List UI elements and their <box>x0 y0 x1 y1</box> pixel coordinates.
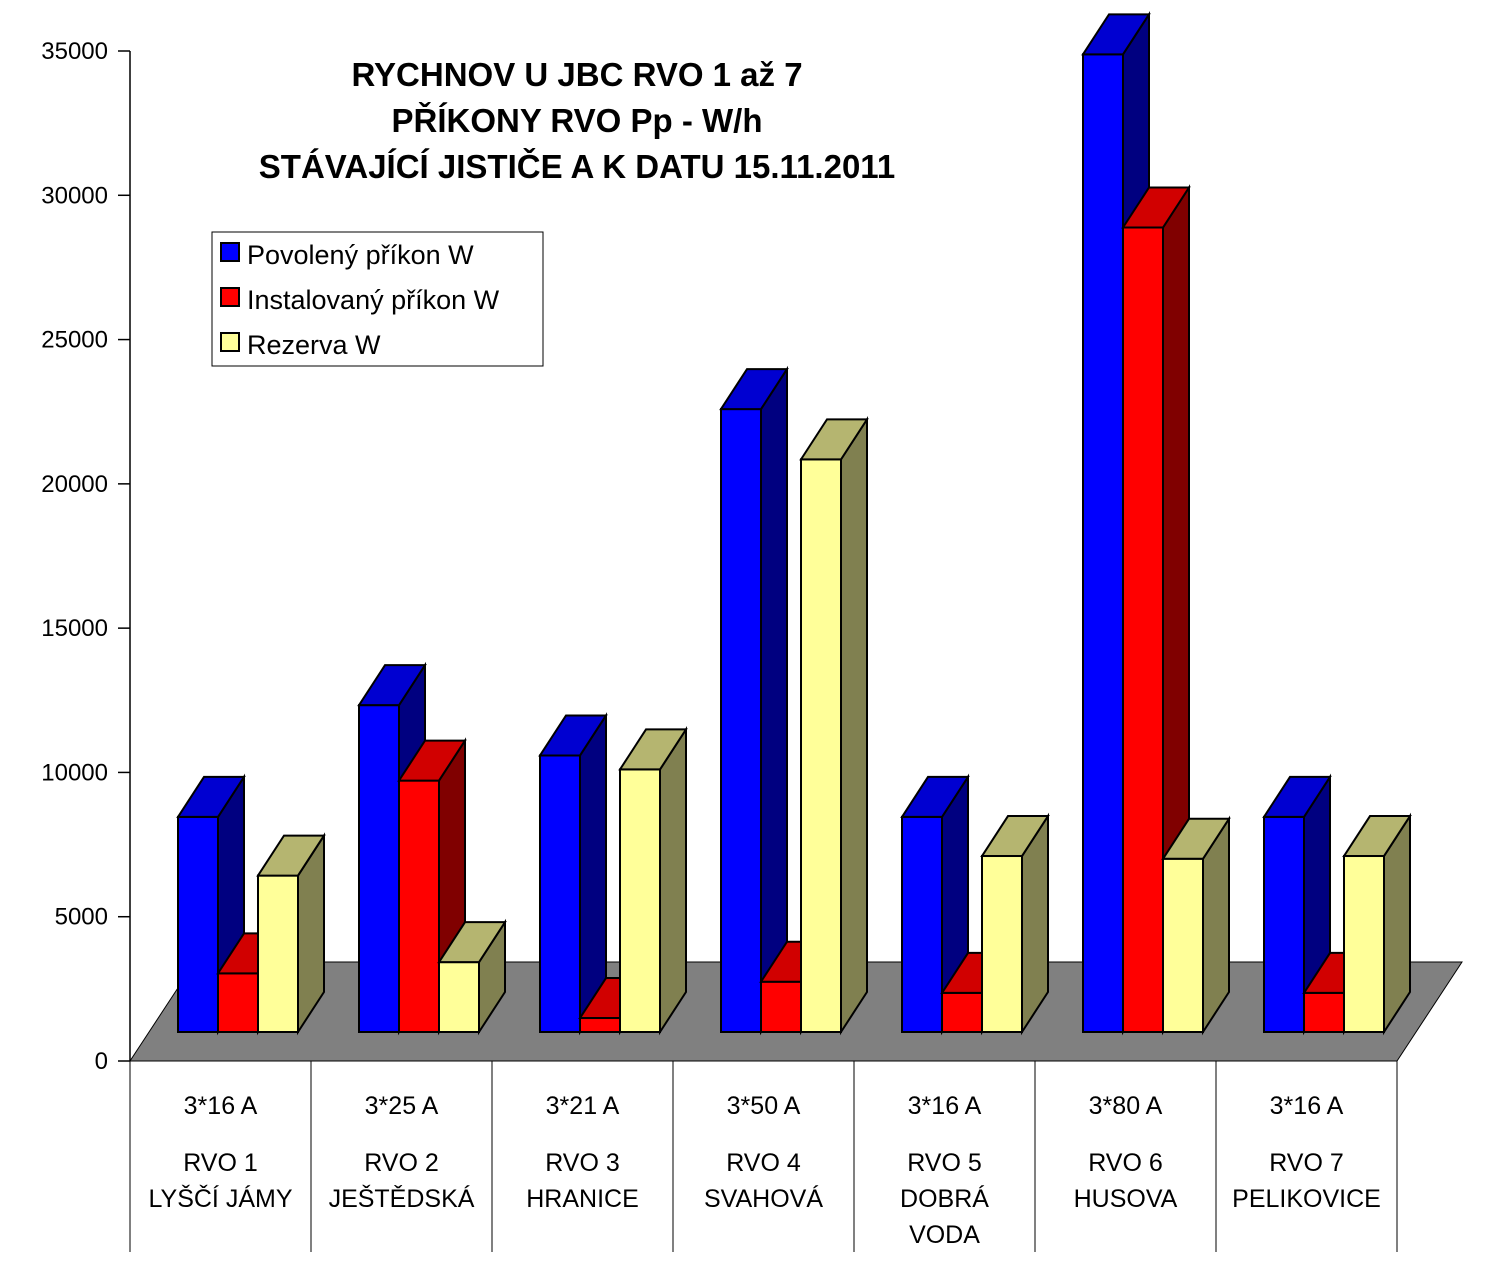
bar-front <box>217 972 259 1033</box>
bar-front <box>398 779 440 1033</box>
bar-side <box>760 365 788 1036</box>
bar-front <box>941 991 983 1034</box>
category-breaker-label: 3*16 A <box>184 1092 258 1120</box>
y-tick-label: 35000 <box>41 38 108 65</box>
chart-title: RYCHNOV U JBC RVO 1 až 7 PŘÍKONY RVO Pp -… <box>259 56 895 185</box>
bar-top <box>980 815 1050 858</box>
y-tick-label: 5000 <box>55 904 108 931</box>
category-name-label: RVO 7 <box>1269 1149 1344 1177</box>
y-axis: 0 5000 10000 15000 20000 25000 30000 35000 <box>41 38 131 1075</box>
category-name-label: HRANICE <box>526 1185 639 1213</box>
category-name-label: VODA <box>909 1221 980 1249</box>
legend-label: Rezerva W <box>247 330 381 360</box>
bar-front <box>901 815 943 1033</box>
bar <box>900 773 970 1036</box>
bar-front <box>438 961 480 1033</box>
bar-front <box>257 874 299 1034</box>
category-name-label: RVO 5 <box>907 1149 982 1177</box>
category-name-label: RVO 6 <box>1088 1149 1163 1177</box>
bar-top <box>357 664 427 707</box>
bar-top <box>1081 13 1151 56</box>
category-name-label: PELIKOVICE <box>1232 1185 1381 1213</box>
bar <box>1161 815 1231 1036</box>
bar-front <box>1082 53 1124 1033</box>
bar-front <box>579 1017 621 1033</box>
chart-title-line: STÁVAJÍCÍ JISTIČE A K DATU 15.11.2011 <box>259 147 895 185</box>
chart-title-line: RYCHNOV U JBC RVO 1 až 7 <box>351 56 802 93</box>
bar-top <box>538 714 608 757</box>
bar <box>1121 184 1191 1036</box>
category-breaker-label: 3*21 A <box>546 1092 620 1120</box>
bar <box>1342 812 1412 1036</box>
bar <box>618 726 688 1036</box>
legend: Povolený příkon W Instalovaný příkon W Rez… <box>211 231 544 367</box>
category-name-label: SVAHOVÁ <box>704 1184 823 1213</box>
bar-front <box>1122 226 1164 1033</box>
category-name-label: LYŠČÍ JÁMY <box>148 1184 292 1213</box>
bar-top <box>900 775 970 818</box>
category-breaker-label: 3*25 A <box>365 1092 439 1120</box>
category-name-label: RVO 2 <box>364 1149 439 1177</box>
legend-label: Instalovaný příkon W <box>247 285 500 315</box>
bar-side <box>659 726 687 1036</box>
bar <box>719 365 789 1036</box>
y-tick-label: 0 <box>95 1048 108 1075</box>
bar-front <box>1303 991 1345 1034</box>
bar-front <box>720 408 762 1033</box>
legend-swatch <box>220 287 240 307</box>
category-name-label: RVO 4 <box>726 1149 801 1177</box>
category-breaker-label: 3*80 A <box>1089 1092 1163 1120</box>
bar-top <box>1342 815 1412 858</box>
legend-box <box>211 231 544 367</box>
bar-top <box>176 775 246 818</box>
category-name-label: RVO 1 <box>183 1149 258 1177</box>
y-tick-label: 30000 <box>41 182 108 209</box>
bar-top <box>1121 186 1191 229</box>
category-breaker-label: 3*50 A <box>727 1092 801 1120</box>
bar <box>1262 773 1332 1036</box>
bar-front <box>1263 815 1305 1033</box>
category-name-label: DOBRÁ <box>900 1184 989 1213</box>
category-breaker-label: 3*16 A <box>908 1092 982 1120</box>
bar-top <box>799 418 869 461</box>
bar-front <box>619 768 661 1033</box>
bar-top <box>437 921 507 964</box>
legend-swatch <box>220 332 240 352</box>
category-name-label: RVO 3 <box>545 1149 620 1177</box>
bar-top <box>397 739 467 782</box>
bar-front <box>1343 855 1385 1033</box>
bar <box>980 812 1050 1036</box>
chart-title-line: PŘÍKONY RVO Pp - W/h <box>392 102 763 139</box>
bar-side <box>840 415 868 1036</box>
bar <box>437 918 507 1036</box>
bars <box>176 10 1412 1036</box>
category-name-label: HUSOVA <box>1074 1185 1178 1213</box>
y-tick-label: 20000 <box>41 471 108 498</box>
legend-swatch <box>220 242 240 262</box>
bar <box>538 712 608 1036</box>
category-name-label: JEŠTĚDSKÁ <box>329 1184 475 1213</box>
bar-front <box>981 855 1023 1033</box>
y-tick-label: 15000 <box>41 615 108 642</box>
bar-front <box>760 980 802 1033</box>
bar-front <box>539 754 581 1033</box>
bar <box>799 415 869 1036</box>
bar-front <box>800 458 842 1033</box>
bar-front <box>1162 857 1204 1033</box>
category-breaker-label: 3*16 A <box>1270 1092 1344 1120</box>
y-tick-label: 10000 <box>41 759 108 786</box>
bar-front <box>358 704 400 1033</box>
category-table: 3*16 A RVO 1 LYŠČÍ JÁMY 3*25 A RVO 2 JEŠTĚDSK… <box>129 1061 1398 1252</box>
bar <box>256 832 326 1036</box>
bar-top <box>256 834 326 877</box>
legend-label: Povolený příkon W <box>247 240 474 270</box>
bar-top <box>1262 775 1332 818</box>
bar-front <box>177 815 219 1033</box>
bar-top <box>719 368 789 411</box>
bar-top <box>618 728 688 771</box>
y-tick-label: 25000 <box>41 327 108 354</box>
bar-top <box>1161 817 1231 860</box>
